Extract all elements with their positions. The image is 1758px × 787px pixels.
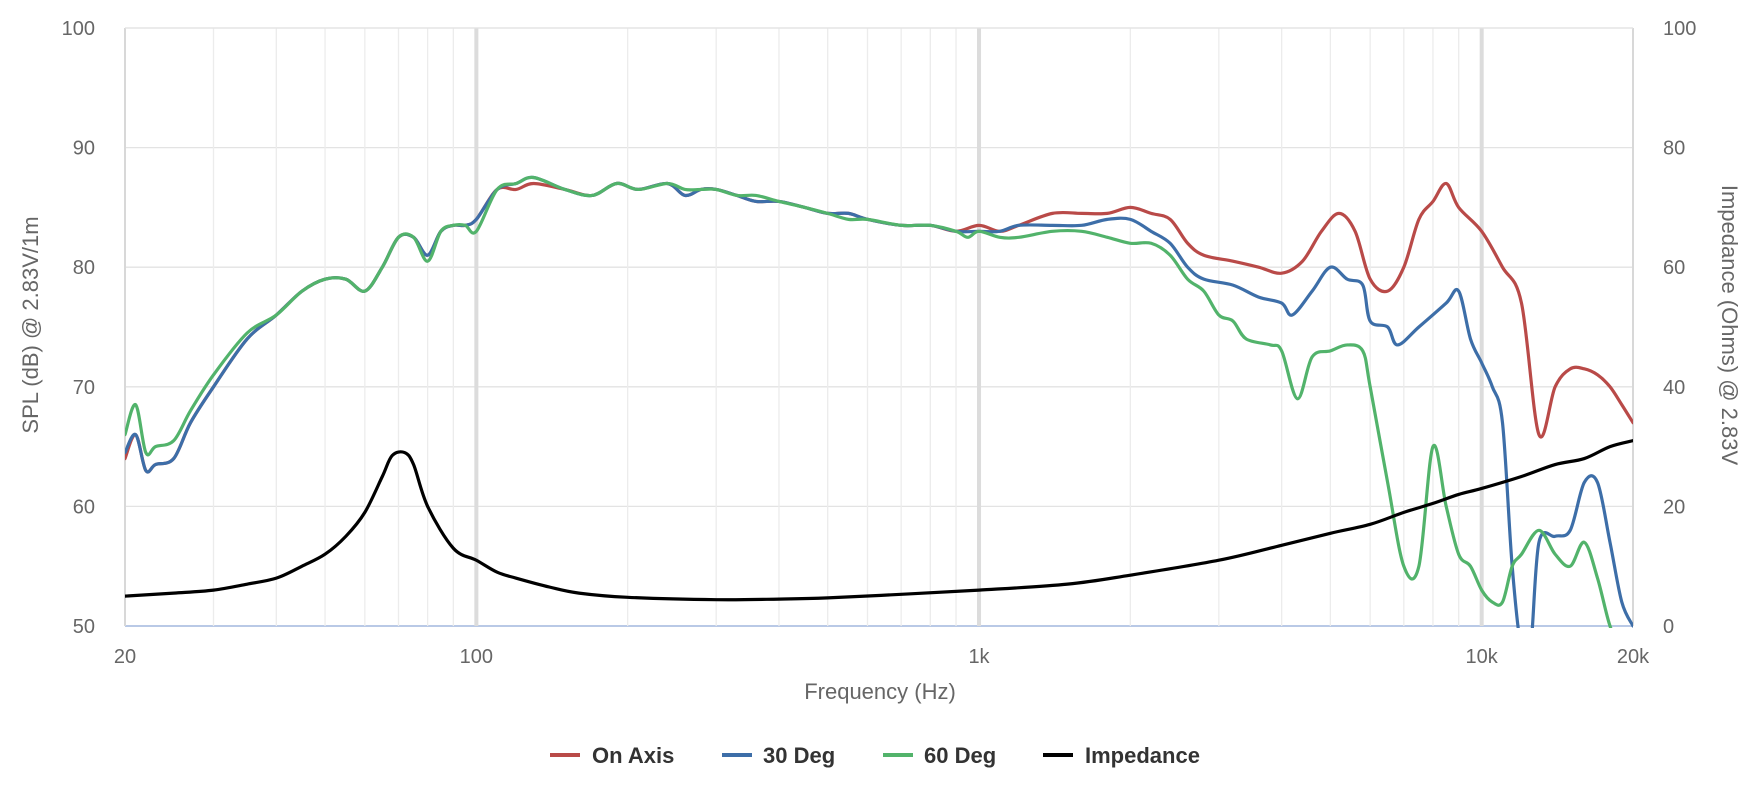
x-tick-label: 100	[460, 646, 493, 668]
x-tick-label: 10k	[1466, 646, 1499, 668]
y-tick-label: 70	[73, 377, 95, 399]
legend-label-impedance: Impedance	[1085, 743, 1200, 768]
series-group	[125, 175, 1633, 628]
legend-label-60-deg: 60 Deg	[924, 743, 996, 768]
y-tick-label: 100	[62, 18, 95, 40]
y-axis-title: SPL (dB) @ 2.83V/1m	[18, 216, 43, 433]
y2-tick-label: 0	[1663, 616, 1674, 638]
grid	[124, 27, 1634, 627]
y2-tick-label: 20	[1663, 496, 1685, 518]
legend-label-on-axis: On Axis	[592, 743, 674, 768]
legend-label-30-deg: 30 Deg	[763, 743, 835, 768]
legend: On Axis 30 Deg 60 Deg Impedance	[550, 743, 1200, 768]
y2-tick-label: 60	[1663, 257, 1685, 279]
tick-labels: 50 60 70 80 90 100 0 20 40 60 80 100 20 100 1k 10k 20k	[62, 18, 1697, 668]
series-line-impedance	[125, 439, 1633, 602]
y2-axis-title: Impedance (Ohms) @ 2.83V	[1717, 185, 1742, 466]
series-line-60-deg	[125, 175, 1613, 628]
series-line-on-axis	[125, 181, 1633, 474]
x-tick-label: 20k	[1617, 646, 1650, 668]
y-tick-label: 60	[73, 496, 95, 518]
y-tick-label: 50	[73, 616, 95, 638]
series-line-30-deg	[125, 175, 1633, 628]
x-tick-label: 1k	[968, 646, 990, 668]
y2-tick-label: 100	[1663, 18, 1696, 40]
y-tick-label: 80	[73, 257, 95, 279]
y-tick-label: 90	[73, 138, 95, 160]
y2-tick-label: 80	[1663, 138, 1685, 160]
y2-tick-label: 40	[1663, 377, 1685, 399]
x-axis-title: Frequency (Hz)	[804, 679, 956, 704]
x-tick-label: 20	[114, 646, 136, 668]
